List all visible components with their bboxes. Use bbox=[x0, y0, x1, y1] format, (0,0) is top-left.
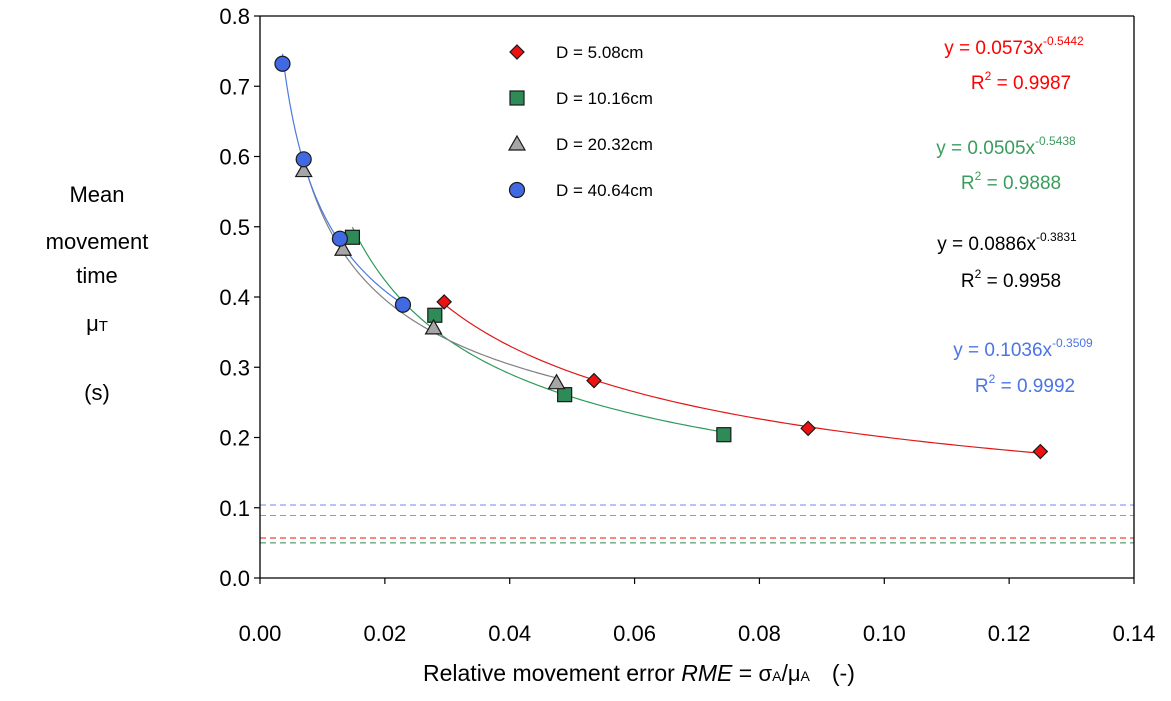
y-axis-title: Mean movement time μT (s) bbox=[46, 182, 149, 405]
fit-curves bbox=[281, 53, 1041, 454]
data-point bbox=[294, 161, 313, 178]
fit-equation: y = 0.1036x-0.3509 bbox=[953, 336, 1093, 361]
y-tick-label: 0.3 bbox=[219, 355, 250, 380]
fit-equation: y = 0.0505x-0.5438 bbox=[936, 134, 1076, 159]
y-axis-unit: (s) bbox=[84, 380, 110, 405]
fit-equation-exponent: -0.3831 bbox=[1036, 230, 1077, 244]
fit-r-squared-r: R bbox=[961, 271, 975, 292]
legend: D = 5.08cm D = 10.16cm D = 20.32cm D = 40.6… bbox=[507, 43, 653, 200]
fit-r-squared: R2 = 0.9958 bbox=[961, 267, 1061, 292]
legend-marker bbox=[508, 181, 526, 199]
data-point bbox=[424, 318, 443, 335]
fit-r-squared-value: = 0.9992 bbox=[995, 376, 1075, 397]
fit-r-squared-exponent: 2 bbox=[989, 372, 996, 386]
y-tick-label: 0.5 bbox=[219, 215, 250, 240]
fit-r-squared-value: = 0.9987 bbox=[991, 73, 1071, 94]
x-tick-label: 0.00 bbox=[239, 621, 282, 646]
data-point bbox=[274, 55, 291, 72]
y-tick-label: 0.6 bbox=[219, 145, 250, 170]
fit-r-squared-r: R bbox=[961, 173, 975, 194]
fit-r-squared-value: = 0.9888 bbox=[981, 173, 1061, 194]
x-tick-label: 0.02 bbox=[363, 621, 406, 646]
x-axis-label-var: RME bbox=[681, 660, 733, 686]
y-axis-ticks: 0.0 0.1 0.2 0.3 0.4 0.5 0.6 0.7 0.8 bbox=[219, 4, 260, 591]
fit-curve bbox=[351, 227, 724, 433]
legend-marker bbox=[507, 134, 527, 151]
data-point bbox=[800, 420, 816, 437]
legend-label: D = 10.16cm bbox=[556, 89, 653, 108]
data-point bbox=[331, 230, 349, 247]
x-axis-ticks: 0.00 0.02 0.04 0.06 0.08 0.10 0.12 0.14 bbox=[239, 578, 1156, 646]
x-axis-mu-sub: A bbox=[801, 668, 811, 684]
fit-equation-exponent: -0.3509 bbox=[1052, 336, 1093, 350]
fit-r-squared: R2 = 0.9992 bbox=[975, 372, 1075, 397]
fit-r-squared-exponent: 2 bbox=[975, 169, 982, 183]
fit-equation: y = 0.0886x-0.3831 bbox=[937, 230, 1077, 255]
fit-equation-main: y = 0.1036x bbox=[953, 340, 1052, 361]
legend-marker bbox=[509, 90, 525, 106]
y-axis-symbol: μT bbox=[86, 311, 108, 336]
legend-marker bbox=[509, 44, 525, 60]
fit-r-squared-exponent: 2 bbox=[975, 267, 982, 281]
fit-r-squared-r: R bbox=[975, 376, 989, 397]
fit-equation-exponent: -0.5438 bbox=[1035, 134, 1076, 148]
x-tick-label: 0.10 bbox=[863, 621, 906, 646]
fit-r-squared-value: = 0.9958 bbox=[981, 271, 1061, 292]
y-tick-label: 0.2 bbox=[219, 426, 250, 451]
y-axis-label-line-1: Mean bbox=[69, 182, 124, 207]
asymptote-lines bbox=[260, 504, 1134, 544]
x-tick-label: 0.06 bbox=[613, 621, 656, 646]
x-axis-label-eq: = bbox=[732, 660, 758, 686]
fit-curve bbox=[443, 303, 1041, 454]
fit-equation-exponent: -0.5442 bbox=[1043, 34, 1084, 48]
data-point bbox=[394, 296, 412, 313]
x-axis-sigma: σ bbox=[759, 661, 773, 686]
x-axis-mu: μ bbox=[788, 661, 801, 686]
y-axis-symbol-sub: T bbox=[99, 318, 108, 335]
data-markers bbox=[274, 55, 1049, 460]
fit-r-squared: R2 = 0.9987 bbox=[971, 69, 1071, 94]
data-point bbox=[427, 307, 443, 323]
x-tick-label: 0.12 bbox=[988, 621, 1031, 646]
fit-r-squared: R2 = 0.9888 bbox=[961, 169, 1061, 194]
fit-equation-main: y = 0.0573x bbox=[944, 38, 1043, 59]
x-axis-sigma-sub: A bbox=[772, 668, 782, 684]
fit-equation-main: y = 0.0886x bbox=[937, 234, 1036, 255]
data-point bbox=[716, 427, 732, 443]
x-tick-label: 0.08 bbox=[738, 621, 781, 646]
legend-label: D = 40.64cm bbox=[556, 181, 653, 200]
legend-label: D = 5.08cm bbox=[556, 43, 643, 62]
data-point bbox=[436, 294, 453, 310]
y-tick-label: 0.0 bbox=[219, 566, 250, 591]
fit-equation-main: y = 0.0505x bbox=[936, 138, 1035, 159]
y-axis-symbol-mu: μ bbox=[86, 311, 99, 336]
data-point bbox=[557, 387, 573, 403]
fit-equation: y = 0.0573x-0.5442 bbox=[944, 34, 1084, 59]
data-point bbox=[547, 373, 566, 390]
x-axis-label-prefix: Relative movement error bbox=[423, 660, 681, 686]
y-axis-label-line-3: time bbox=[76, 263, 118, 288]
legend-label: D = 20.32cm bbox=[556, 135, 653, 154]
x-axis-unit: (-) bbox=[832, 660, 855, 686]
y-tick-label: 0.4 bbox=[219, 285, 250, 310]
y-tick-label: 0.1 bbox=[219, 496, 250, 521]
data-point bbox=[295, 151, 312, 168]
data-point bbox=[1032, 443, 1049, 460]
y-tick-label: 0.8 bbox=[219, 4, 250, 29]
fit-curve bbox=[281, 53, 404, 305]
y-tick-label: 0.7 bbox=[219, 74, 250, 99]
fit-r-squared-r: R bbox=[971, 73, 985, 94]
x-tick-label: 0.14 bbox=[1113, 621, 1156, 646]
y-axis-label-line-2: movement bbox=[46, 229, 149, 254]
data-point bbox=[333, 240, 353, 256]
data-point bbox=[586, 372, 602, 389]
x-axis-slash: / bbox=[781, 660, 788, 686]
fit-r-squared-exponent: 2 bbox=[985, 69, 992, 83]
x-axis-title: Relative movement error RME = σA/μA (-) bbox=[423, 660, 855, 686]
x-tick-label: 0.04 bbox=[488, 621, 531, 646]
